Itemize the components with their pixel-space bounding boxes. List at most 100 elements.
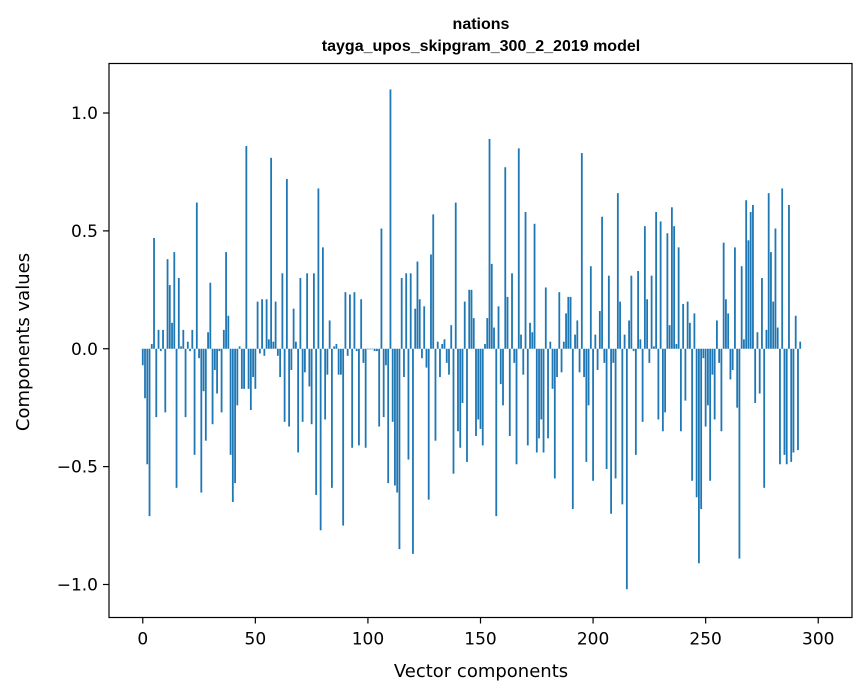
bar-component-122 (416, 261, 419, 349)
bar-component-215 (625, 348, 628, 590)
bar-component-181 (549, 341, 552, 349)
bar-component-169 (522, 348, 525, 375)
bar-component-49 (252, 348, 254, 378)
x-tick-label: 100 (352, 630, 384, 650)
bar-component-27 (202, 348, 205, 392)
bar-component-109 (387, 348, 390, 484)
x-axis-ticks: 0 50 100 150 200 250 300 (137, 617, 834, 650)
bar-component-54 (263, 348, 266, 356)
bar-component-132 (439, 348, 441, 378)
bar-component-193 (576, 320, 579, 349)
bar-component-139 (454, 202, 457, 349)
bar-component-147 (472, 318, 475, 349)
bar-component-248 (700, 348, 703, 510)
bar-component-74 (308, 348, 311, 387)
bar-component-218 (632, 348, 635, 352)
y-tick-label: −1.0 (57, 575, 98, 595)
bar-component-121 (414, 308, 417, 349)
bar-component-69 (297, 348, 300, 453)
bar-component-127 (427, 348, 430, 500)
bar-component-194 (578, 348, 581, 373)
bar-component-291 (797, 348, 799, 451)
bar-component-11 (166, 259, 169, 349)
bar-component-192 (574, 334, 576, 349)
bar-component-260 (727, 313, 730, 349)
bar-component-204 (601, 216, 603, 349)
bar-component-267 (743, 339, 745, 349)
bar-component-251 (707, 348, 709, 406)
bar-component-211 (616, 193, 619, 349)
bar-component-125 (423, 306, 426, 349)
bar-component-162 (506, 296, 509, 349)
bar-component-91 (346, 348, 349, 356)
bar-component-229 (657, 348, 660, 420)
bar-component-29 (207, 332, 209, 349)
bar-component-273 (756, 332, 759, 349)
bar-component-225 (648, 348, 651, 363)
bar-component-38 (227, 315, 230, 349)
bar-component-200 (592, 348, 594, 481)
bar-component-153 (486, 318, 489, 349)
bar-component-119 (409, 273, 412, 349)
bar-component-163 (508, 348, 511, 436)
bar-component-84 (331, 348, 333, 488)
bar-component-232 (664, 348, 667, 413)
bar-component-189 (567, 296, 570, 349)
bar-component-65 (288, 348, 291, 427)
bar-component-44 (240, 348, 243, 389)
bar-component-80 (321, 247, 324, 349)
bar-component-114 (398, 348, 401, 550)
bar-component-144 (466, 348, 468, 462)
bar-component-3 (148, 348, 151, 517)
bar-component-155 (490, 263, 493, 349)
bar-component-171 (526, 348, 529, 446)
x-tick-label: 50 (245, 630, 267, 650)
x-tick-label: 150 (464, 630, 496, 650)
bar-component-116 (403, 348, 405, 378)
bar-component-143 (463, 301, 466, 349)
bar-component-262 (731, 348, 734, 370)
bar-component-146 (470, 289, 473, 349)
bar-component-236 (673, 226, 676, 349)
bar-component-219 (634, 348, 637, 455)
bar-component-190 (569, 296, 572, 349)
bar-component-6 (155, 348, 158, 418)
bar-component-67 (292, 308, 295, 349)
bar-component-243 (688, 322, 691, 349)
bar-component-290 (794, 315, 797, 349)
bar-component-268 (745, 200, 748, 349)
bar-component-186 (560, 348, 563, 373)
bar-component-18 (182, 329, 185, 349)
bar-component-223 (643, 226, 646, 349)
bar-component-71 (301, 348, 304, 422)
bar-component-156 (493, 327, 495, 349)
bar-component-272 (754, 348, 757, 403)
bar-component-89 (342, 348, 345, 526)
bar-component-76 (312, 273, 315, 349)
bar-component-250 (704, 348, 707, 427)
bar-component-237 (675, 344, 678, 349)
bar-component-158 (497, 306, 500, 349)
bar-component-81 (324, 348, 327, 420)
bar-component-183 (553, 348, 556, 479)
bar-component-187 (562, 341, 565, 349)
bar-component-45 (243, 348, 245, 389)
bar-component-228 (655, 212, 658, 349)
x-tick-label: 300 (802, 630, 834, 650)
bar-component-1 (144, 348, 146, 399)
bar-component-88 (340, 348, 342, 375)
bar-component-284 (781, 188, 784, 349)
bar-component-184 (556, 348, 558, 378)
bar-component-255 (716, 320, 718, 349)
bar-component-239 (679, 348, 682, 432)
bar-component-107 (382, 348, 385, 418)
bar-component-257 (720, 348, 723, 432)
bar-component-265 (738, 348, 741, 559)
bar-component-134 (443, 339, 446, 349)
bar-component-275 (761, 278, 763, 349)
bar-component-205 (603, 348, 606, 363)
x-axis-label: Vector components (394, 661, 568, 682)
bar-component-270 (749, 212, 752, 349)
bar-component-231 (661, 348, 664, 432)
x-tick-label: 0 (137, 630, 148, 650)
